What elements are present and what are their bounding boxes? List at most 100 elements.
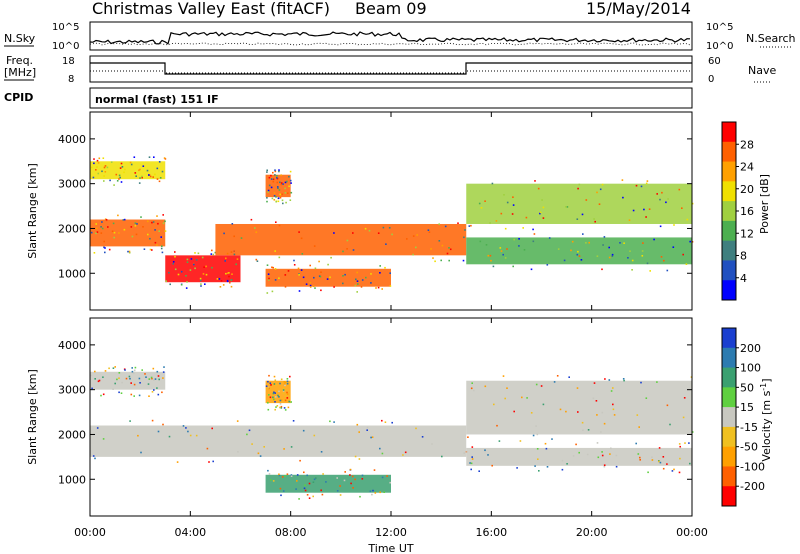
speckle (502, 375, 505, 377)
speckle (284, 274, 287, 276)
speckle (182, 425, 185, 427)
colorbar-tick-label: 12 (740, 227, 754, 240)
speckle (299, 459, 301, 462)
speckle (186, 258, 189, 261)
speckle (535, 383, 538, 386)
speckle (536, 433, 539, 436)
speckle (289, 375, 291, 378)
speckle (406, 238, 408, 240)
speckle (139, 177, 141, 179)
speckle (636, 414, 639, 416)
speckle (295, 488, 297, 490)
speckle (386, 475, 388, 477)
speckle (329, 420, 331, 423)
speckle (640, 381, 642, 384)
speckle (333, 421, 335, 423)
feature-band-b (90, 214, 167, 254)
speckle (279, 196, 282, 199)
speckle (288, 400, 290, 403)
speckle (194, 252, 196, 254)
speckle (662, 467, 665, 470)
speckle (275, 200, 277, 203)
speckle (273, 375, 276, 378)
speckle (379, 491, 381, 494)
y-tick-label: 2000 (58, 428, 86, 441)
speckle (646, 180, 649, 182)
speckle (119, 167, 122, 169)
freq-label-2: [MHz] (4, 66, 36, 79)
speckle (303, 487, 306, 490)
speckle (495, 220, 498, 222)
speckle (189, 434, 192, 437)
speckle (671, 470, 674, 472)
speckle (521, 396, 523, 399)
speckle (388, 227, 391, 229)
speckle (94, 378, 96, 380)
speckle (336, 477, 338, 479)
speckle (130, 382, 132, 384)
speckle (132, 372, 135, 375)
speckle (270, 174, 272, 177)
speckle (372, 489, 374, 492)
feature-block (265, 268, 391, 287)
speckle (537, 187, 540, 190)
colorbar-segment (722, 201, 736, 222)
speckle (463, 236, 465, 239)
speckle (321, 493, 324, 496)
speckle (195, 259, 198, 261)
speckle (274, 250, 276, 252)
speckle (278, 277, 280, 279)
speckle (683, 397, 686, 399)
speckle (638, 426, 640, 428)
speckle (157, 393, 160, 396)
colorbar-segment (722, 347, 736, 369)
speckle (444, 225, 447, 228)
speckle (489, 254, 492, 257)
speckle (123, 228, 126, 231)
speckle (358, 458, 361, 460)
speckle (371, 493, 373, 496)
speckle (540, 385, 543, 387)
speckle (598, 203, 601, 205)
velocity-ylabel: Slant Range [km] (26, 369, 39, 465)
speckle (141, 176, 143, 179)
speckle (286, 473, 289, 475)
speckle (377, 286, 380, 289)
speckle (619, 242, 621, 244)
speckle (282, 392, 285, 395)
speckle (288, 175, 290, 178)
colorbar-tick-label: 100 (740, 362, 761, 375)
speckle (268, 277, 270, 280)
speckle (530, 268, 533, 271)
speckle (355, 278, 357, 281)
speckle (286, 397, 289, 399)
speckle (231, 223, 234, 225)
speckle (565, 410, 567, 413)
speckle (561, 468, 564, 471)
x-tick-label: 20:00 (576, 526, 608, 539)
speckle (641, 255, 644, 257)
speckle (102, 438, 105, 440)
feature-band-c (165, 249, 241, 289)
speckle (487, 254, 490, 257)
speckle (491, 182, 494, 185)
speckle (266, 169, 268, 172)
speckle (156, 215, 158, 217)
speckle (153, 156, 155, 158)
speckle (662, 456, 665, 458)
speckle (371, 436, 374, 438)
speckle (223, 232, 225, 235)
speckle (356, 423, 359, 426)
speckle (151, 391, 154, 393)
speckle (504, 397, 506, 400)
speckle (496, 424, 498, 427)
speckle (385, 243, 387, 245)
speckle (271, 197, 274, 200)
speckle (309, 286, 312, 288)
speckle (103, 240, 105, 243)
speckle (96, 159, 99, 162)
speckle (192, 262, 195, 265)
speckle (100, 394, 102, 397)
speckle (141, 175, 143, 178)
speckle (577, 411, 579, 413)
